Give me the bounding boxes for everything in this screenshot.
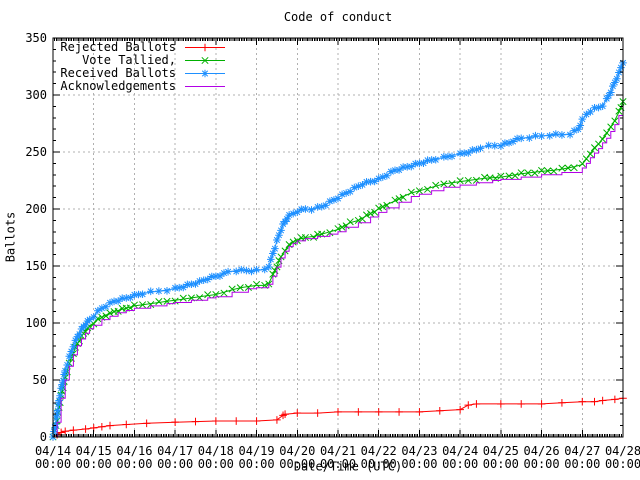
legend-label: Vote Tallied, [82,53,176,67]
legend-item-rejected-ballots: Rejected Ballots [56,41,227,54]
x-tick-time-label: 00:00 [239,457,275,471]
x-tick-time-label: 00:00 [116,457,152,471]
legend: Rejected Ballots Vote Tallied, Received … [56,41,227,93]
x-tick-time-label: 00:00 [320,457,356,471]
x-tick-time-label: 00:00 [483,457,519,471]
y-axis-label: Ballots [3,211,18,263]
legend-line-sample-plus-marker-icon [185,43,225,52]
x-tick-date-label: 04/25 [483,444,519,458]
series-rejected-ballots [49,394,627,441]
x-tick-date-label: 04/24 [442,444,478,458]
legend-item-received-ballots: Received Ballots [56,67,227,80]
y-tick-label: 0 [40,430,47,444]
y-tick-label: 250 [25,145,47,159]
y-tick-label: 300 [25,88,47,102]
legend-label: Rejected Ballots [60,40,176,54]
x-tick-time-label: 00:00 [401,457,437,471]
y-tick-label: 150 [25,259,47,273]
x-tick-date-label: 04/22 [361,444,397,458]
legend-line-sample-plain-icon [185,86,225,87]
legend-item-acknowledgements: Acknowledgements [56,80,227,93]
tick-labels: 05010015020025030035004/1400:0004/1500:0… [25,31,640,471]
x-tick-time-label: 00:00 [76,457,112,471]
x-tick-time-label: 00:00 [279,457,315,471]
y-tick-label: 350 [25,31,47,45]
x-tick-date-label: 04/21 [320,444,356,458]
x-tick-time-label: 00:00 [605,457,640,471]
legend-label: Acknowledgements [60,79,176,93]
x-tick-time-label: 00:00 [157,457,193,471]
chart-title: Code of conduct [283,10,393,24]
x-tick-date-label: 04/28 [605,444,640,458]
y-tick-label: 200 [25,202,47,216]
x-tick-date-label: 04/26 [524,444,560,458]
y-tick-label: 50 [33,373,47,387]
x-tick-time-label: 00:00 [198,457,234,471]
x-tick-date-label: 04/14 [35,444,71,458]
series-acknowledgements [53,105,624,438]
y-tick-label: 100 [25,316,47,330]
legend-label: Received Ballots [60,66,176,80]
x-tick-time-label: 00:00 [442,457,478,471]
x-tick-date-label: 04/16 [116,444,152,458]
x-tick-date-label: 04/20 [279,444,315,458]
x-tick-date-label: 04/23 [401,444,437,458]
x-tick-time-label: 00:00 [524,457,560,471]
x-tick-date-label: 04/17 [157,444,193,458]
x-tick-time-label: 00:00 [361,457,397,471]
x-tick-date-label: 04/18 [198,444,234,458]
grid-layer [53,38,623,437]
x-tick-date-label: 04/15 [76,444,112,458]
series-received-ballots [49,59,627,441]
legend-line-sample-cross-marker-icon [185,56,225,65]
x-tick-time-label: 00:00 [35,457,71,471]
x-tick-date-label: 04/27 [564,444,600,458]
x-tick-time-label: 00:00 [564,457,600,471]
legend-item-vote-tallied: Vote Tallied, [56,54,227,67]
legend-line-sample-asterisk-marker-icon [185,69,225,78]
axes-layer [52,37,624,438]
x-tick-date-label: 04/19 [239,444,275,458]
x-axis-label: Date/Time (UTC) [293,459,403,474]
